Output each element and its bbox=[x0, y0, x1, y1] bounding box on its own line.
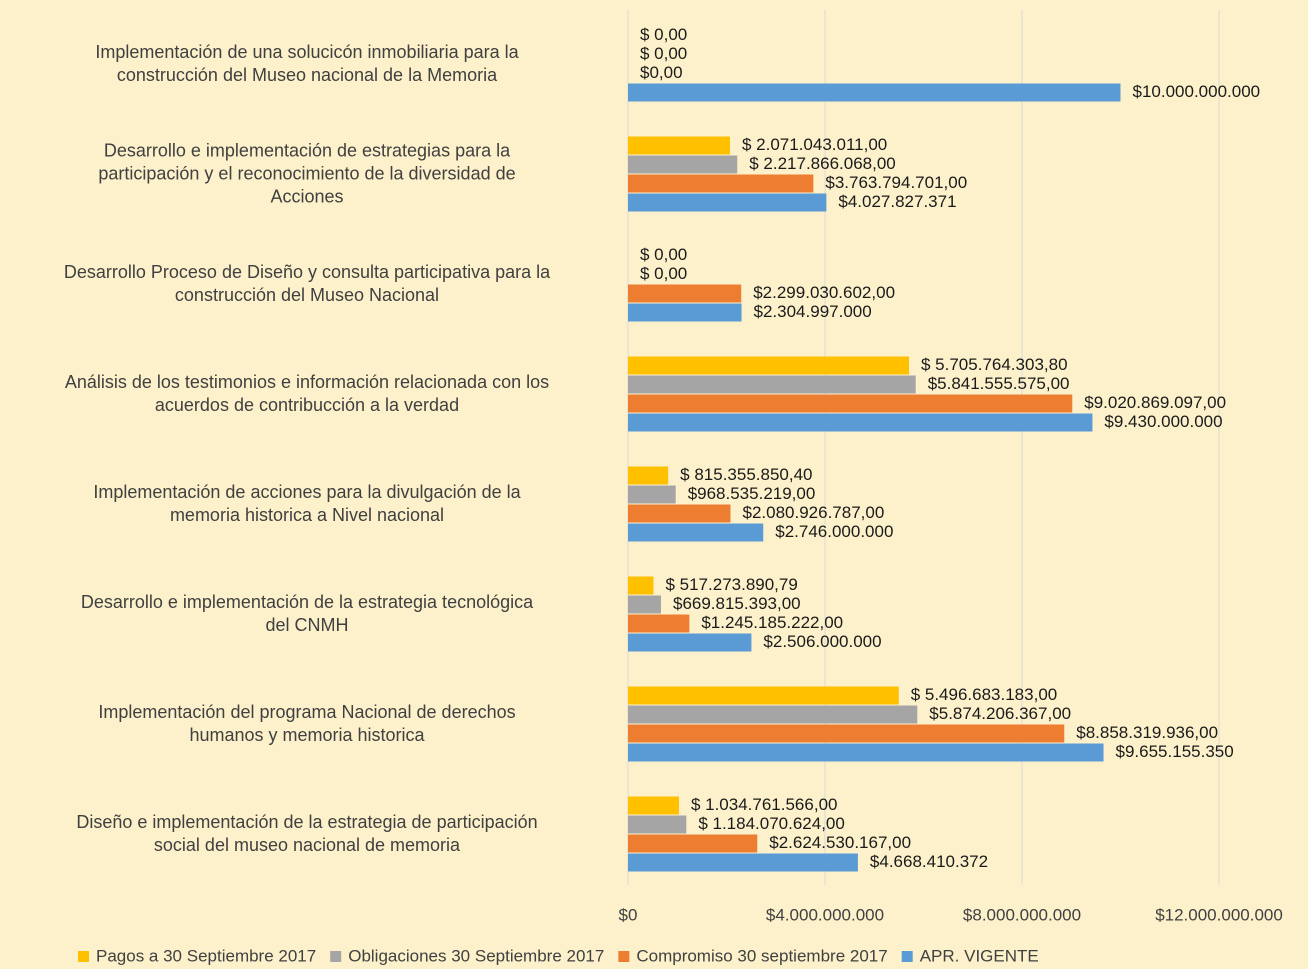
value-label: $5.841.555.575,00 bbox=[928, 374, 1070, 393]
value-label: $2.506.000.000 bbox=[763, 632, 881, 651]
bar bbox=[628, 375, 916, 394]
bar bbox=[628, 523, 764, 542]
bar bbox=[628, 303, 742, 322]
bar bbox=[628, 174, 814, 193]
value-label: $669.815.393,00 bbox=[673, 594, 801, 613]
legend-label: Compromiso 30 septiembre 2017 bbox=[636, 946, 887, 965]
bar bbox=[628, 614, 690, 633]
category-label: Desarrollo e implementación de estrategi… bbox=[98, 140, 516, 207]
value-label: $0,00 bbox=[640, 63, 683, 82]
value-label: $ 5.496.683.183,00 bbox=[911, 685, 1058, 704]
category-label: Implementación del programa Nacional de … bbox=[98, 702, 516, 745]
value-label: $3.763.794.701,00 bbox=[825, 173, 967, 192]
legend-swatch bbox=[78, 951, 89, 962]
value-label: $2.304.997.000 bbox=[754, 302, 872, 321]
bar bbox=[628, 485, 676, 504]
x-tick-label: $8.000.000.000 bbox=[963, 905, 1081, 924]
category-label: Implementación de acciones para la divul… bbox=[93, 482, 521, 525]
value-label: $ 815.355.850,40 bbox=[680, 465, 812, 484]
bar bbox=[628, 724, 1065, 743]
bar bbox=[628, 595, 661, 614]
x-tick-label: $12.000.000.000 bbox=[1155, 905, 1283, 924]
value-label: $5.874.206.367,00 bbox=[929, 704, 1071, 723]
value-label: $9.655.155.350 bbox=[1116, 742, 1234, 761]
value-label: $10.000.000.000 bbox=[1133, 82, 1261, 101]
legend-label: Pagos a 30 Septiembre 2017 bbox=[96, 946, 316, 965]
bar bbox=[628, 705, 918, 724]
value-label: $ 0,00 bbox=[640, 25, 687, 44]
value-label: $2.746.000.000 bbox=[775, 522, 893, 541]
value-label: $4.668.410.372 bbox=[870, 852, 988, 871]
bar bbox=[628, 136, 730, 155]
bar bbox=[628, 633, 752, 652]
value-label: $ 0,00 bbox=[640, 44, 687, 63]
category-label: Desarrollo Proceso de Diseño y consulta … bbox=[63, 262, 551, 305]
category-label: Análisis de los testimonios e informació… bbox=[64, 372, 550, 415]
value-label: $2.624.530.167,00 bbox=[769, 833, 911, 852]
value-label: $ 517.273.890,79 bbox=[665, 575, 797, 594]
bar bbox=[628, 853, 858, 872]
bar bbox=[628, 815, 687, 834]
x-tick-label: $4.000.000.000 bbox=[766, 905, 884, 924]
bar bbox=[628, 413, 1093, 432]
bar bbox=[628, 83, 1121, 102]
value-label: $9.020.869.097,00 bbox=[1084, 393, 1226, 412]
value-label: $ 5.705.764.303,80 bbox=[921, 355, 1068, 374]
value-label: $2.299.030.602,00 bbox=[753, 283, 895, 302]
value-label: $ 1.034.761.566,00 bbox=[691, 795, 838, 814]
category-label: Diseño e implementación de la estrategia… bbox=[76, 812, 538, 855]
legend-swatch bbox=[901, 951, 913, 962]
bar bbox=[628, 284, 742, 303]
value-label: $8.858.319.936,00 bbox=[1076, 723, 1218, 742]
value-label: $ 0,00 bbox=[640, 245, 687, 264]
value-label: $9.430.000.000 bbox=[1104, 412, 1222, 431]
legend-swatch bbox=[330, 951, 342, 962]
value-label: $2.080.926.787,00 bbox=[742, 503, 884, 522]
value-label: $1.245.185.222,00 bbox=[701, 613, 843, 632]
value-label: $ 2.071.043.011,00 bbox=[742, 135, 887, 154]
category-label: Implementación de una solucicón inmobili… bbox=[95, 42, 519, 85]
bar bbox=[628, 466, 669, 485]
value-label: $4.027.827.371 bbox=[838, 192, 956, 211]
value-label: $ 0,00 bbox=[640, 264, 687, 283]
bar bbox=[628, 576, 654, 595]
legend-swatch bbox=[618, 951, 630, 962]
legend-label: APR. VIGENTE bbox=[920, 946, 1039, 965]
value-label: $ 1.184.070.624,00 bbox=[698, 814, 845, 833]
bar bbox=[628, 193, 827, 212]
bar bbox=[628, 796, 679, 815]
value-label: $968.535.219,00 bbox=[688, 484, 816, 503]
bar bbox=[628, 686, 899, 705]
x-tick-label: $0 bbox=[619, 905, 638, 924]
value-label: $ 2.217.866.068,00 bbox=[749, 154, 896, 173]
bar bbox=[628, 155, 738, 174]
legend-label: Obligaciones 30 Septiembre 2017 bbox=[348, 946, 604, 965]
bar bbox=[628, 834, 758, 853]
bar bbox=[628, 394, 1073, 413]
category-label: Desarrollo e implementación de la estrat… bbox=[80, 592, 534, 635]
bar bbox=[628, 356, 910, 375]
bar bbox=[628, 743, 1104, 762]
bar bbox=[628, 504, 731, 523]
